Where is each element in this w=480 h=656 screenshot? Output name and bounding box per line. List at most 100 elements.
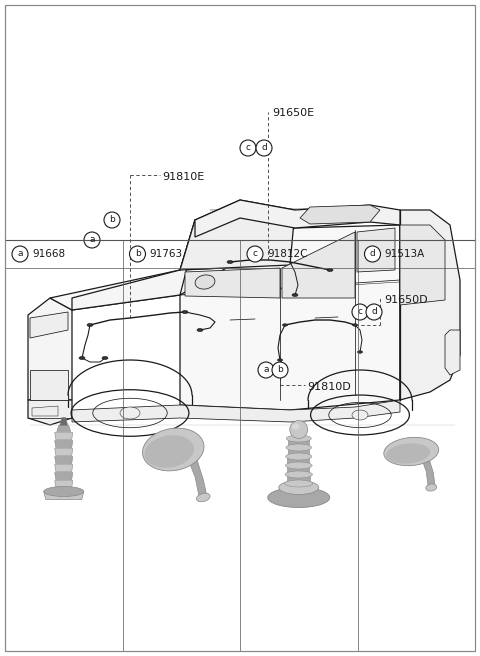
Text: d: d xyxy=(370,249,375,258)
Text: 91763: 91763 xyxy=(149,249,182,259)
Polygon shape xyxy=(57,426,71,432)
Circle shape xyxy=(130,246,145,262)
Ellipse shape xyxy=(79,356,85,359)
Polygon shape xyxy=(421,457,435,487)
Text: c: c xyxy=(252,249,257,258)
Text: b: b xyxy=(277,365,283,375)
Polygon shape xyxy=(28,400,72,425)
Ellipse shape xyxy=(290,420,308,438)
Ellipse shape xyxy=(286,435,311,442)
Text: a: a xyxy=(89,236,95,245)
Polygon shape xyxy=(180,200,295,270)
Circle shape xyxy=(258,362,274,378)
Polygon shape xyxy=(44,491,84,499)
Polygon shape xyxy=(180,225,400,410)
Ellipse shape xyxy=(182,310,188,314)
Ellipse shape xyxy=(277,359,283,361)
Text: 91810E: 91810E xyxy=(162,172,204,182)
Ellipse shape xyxy=(292,424,300,430)
Polygon shape xyxy=(55,440,73,447)
Circle shape xyxy=(256,140,272,156)
Circle shape xyxy=(247,246,263,262)
Text: 91812C: 91812C xyxy=(267,249,308,259)
Polygon shape xyxy=(288,447,310,457)
Text: 91513A: 91513A xyxy=(384,249,425,259)
Text: a: a xyxy=(17,249,23,258)
Polygon shape xyxy=(287,474,311,483)
Polygon shape xyxy=(282,232,355,298)
Polygon shape xyxy=(55,472,73,480)
Ellipse shape xyxy=(285,480,313,487)
Polygon shape xyxy=(400,225,445,305)
Polygon shape xyxy=(195,200,400,237)
Ellipse shape xyxy=(285,462,312,469)
Text: 91650E: 91650E xyxy=(272,108,314,118)
Polygon shape xyxy=(60,417,68,426)
Polygon shape xyxy=(55,457,73,464)
Polygon shape xyxy=(288,438,310,447)
Ellipse shape xyxy=(426,484,437,491)
Circle shape xyxy=(272,362,288,378)
Text: 91650D: 91650D xyxy=(384,295,428,305)
Text: c: c xyxy=(358,308,362,316)
Ellipse shape xyxy=(143,428,204,471)
Text: a: a xyxy=(263,365,269,375)
Ellipse shape xyxy=(144,435,194,468)
Ellipse shape xyxy=(283,324,288,326)
Ellipse shape xyxy=(268,487,330,508)
Polygon shape xyxy=(72,400,400,422)
Text: c: c xyxy=(245,144,251,152)
Ellipse shape xyxy=(358,351,362,353)
Ellipse shape xyxy=(285,471,312,478)
Circle shape xyxy=(84,232,100,248)
Polygon shape xyxy=(28,298,72,400)
Ellipse shape xyxy=(197,329,203,331)
Text: 91668: 91668 xyxy=(32,249,65,259)
Polygon shape xyxy=(30,312,68,338)
Polygon shape xyxy=(288,457,310,466)
Ellipse shape xyxy=(44,487,84,497)
Circle shape xyxy=(12,246,28,262)
Polygon shape xyxy=(32,406,58,416)
Polygon shape xyxy=(55,449,73,455)
Ellipse shape xyxy=(352,410,368,420)
Ellipse shape xyxy=(292,293,298,297)
Circle shape xyxy=(364,246,381,262)
Text: d: d xyxy=(261,144,267,152)
Polygon shape xyxy=(287,466,311,474)
Ellipse shape xyxy=(352,324,358,326)
Polygon shape xyxy=(55,480,73,487)
Ellipse shape xyxy=(195,275,215,289)
Ellipse shape xyxy=(283,367,288,369)
Polygon shape xyxy=(72,220,195,310)
Ellipse shape xyxy=(286,453,312,460)
Ellipse shape xyxy=(384,438,439,466)
Text: b: b xyxy=(109,216,115,224)
Ellipse shape xyxy=(286,444,312,451)
Ellipse shape xyxy=(196,493,210,502)
Text: 91810D: 91810D xyxy=(307,382,351,392)
Circle shape xyxy=(366,304,382,320)
Ellipse shape xyxy=(87,323,93,327)
Ellipse shape xyxy=(227,260,233,264)
Polygon shape xyxy=(357,228,395,272)
Polygon shape xyxy=(30,370,68,400)
Polygon shape xyxy=(186,455,207,497)
Polygon shape xyxy=(445,330,460,375)
Circle shape xyxy=(104,212,120,228)
Polygon shape xyxy=(400,210,460,400)
Ellipse shape xyxy=(327,268,333,272)
Text: b: b xyxy=(134,249,140,258)
Polygon shape xyxy=(55,432,73,440)
Circle shape xyxy=(240,140,256,156)
Polygon shape xyxy=(185,268,280,298)
Ellipse shape xyxy=(102,356,108,359)
Ellipse shape xyxy=(386,443,430,464)
Polygon shape xyxy=(300,205,380,224)
Circle shape xyxy=(352,304,368,320)
Polygon shape xyxy=(55,464,73,472)
Polygon shape xyxy=(50,262,380,310)
Ellipse shape xyxy=(279,480,319,495)
Text: d: d xyxy=(371,308,377,316)
Ellipse shape xyxy=(120,407,140,419)
